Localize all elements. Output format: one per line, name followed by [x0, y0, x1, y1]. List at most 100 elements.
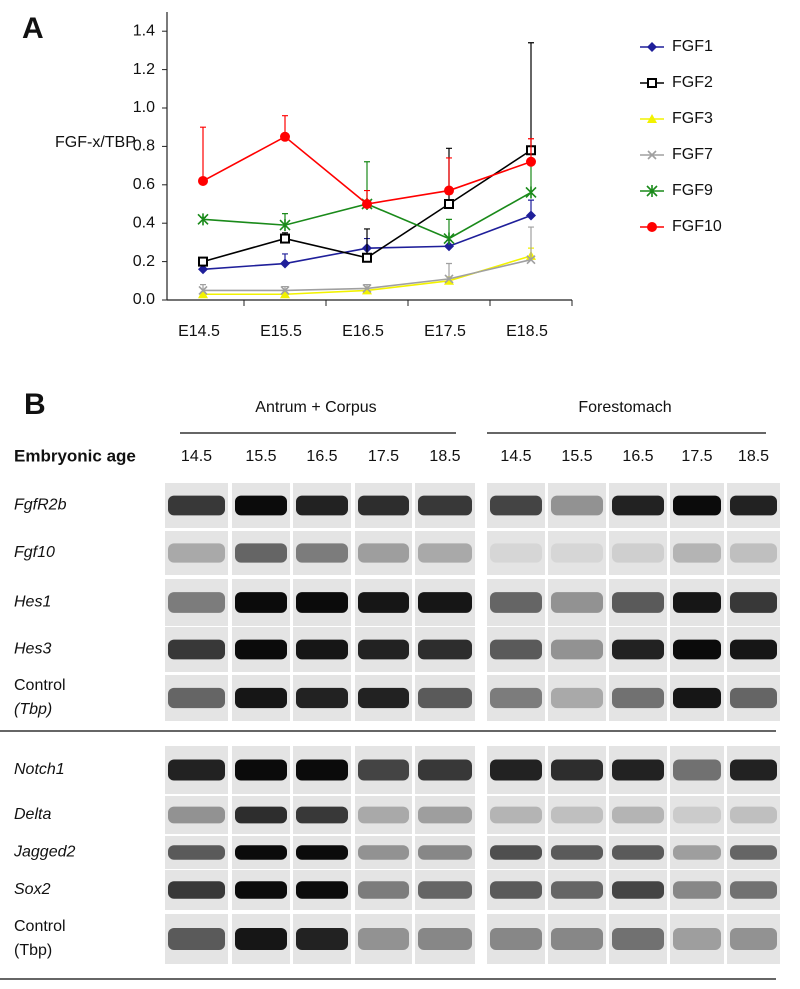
gel-band: [673, 592, 721, 613]
marker: [647, 150, 657, 160]
gel-band: [296, 759, 348, 781]
marker: [197, 213, 209, 226]
gel-band: [673, 687, 721, 709]
gel-band: [673, 928, 721, 950]
gel-band: [730, 759, 777, 781]
row-sublabel: (Tbp): [14, 942, 52, 959]
group-title: Forestomach: [578, 399, 671, 416]
gel-band: [235, 592, 287, 613]
row-sublabel: (Tbp): [14, 701, 52, 718]
gel-band: [358, 687, 409, 709]
gel-band: [168, 806, 225, 824]
x-tick-label: E15.5: [260, 323, 302, 340]
lane-label: 14.5: [181, 448, 212, 465]
marker: [647, 114, 657, 123]
gel-band: [551, 687, 603, 709]
gel-band: [418, 639, 472, 660]
gel-band: [673, 543, 721, 563]
gel-band: [418, 495, 472, 516]
gel-band: [612, 845, 664, 860]
gel-band: [730, 592, 777, 613]
gel-band: [358, 845, 409, 860]
x-tick-label: E14.5: [178, 323, 220, 340]
age-label: Embryonic age: [14, 446, 136, 465]
gel-band: [358, 495, 409, 516]
marker: [362, 199, 372, 209]
gel-band: [673, 495, 721, 516]
marker: [198, 285, 208, 295]
error-bar: [528, 42, 534, 151]
gel-band: [296, 806, 348, 824]
panel-label: A: [22, 12, 44, 45]
x-tick-label: E16.5: [342, 323, 384, 340]
gel-band: [168, 639, 225, 660]
gel-band: [168, 928, 225, 950]
marker: [198, 289, 208, 299]
gel-band: [235, 928, 287, 950]
gel-band: [490, 759, 542, 781]
gel-band: [235, 495, 287, 516]
gel-band: [358, 881, 409, 899]
gel-band: [673, 881, 721, 899]
row-label: Sox2: [14, 881, 51, 898]
gel-band: [296, 495, 348, 516]
y-tick-label: 0.2: [133, 253, 155, 270]
gel-band: [490, 592, 542, 613]
group-title: Antrum + Corpus: [255, 399, 376, 416]
gel-band: [673, 806, 721, 824]
row-label: Control: [14, 677, 66, 694]
error-bar: [528, 226, 534, 260]
marker: [279, 219, 291, 232]
gel-band: [673, 845, 721, 860]
marker: [362, 285, 372, 295]
gel-band: [612, 759, 664, 781]
gel-band: [168, 543, 225, 563]
gel-band: [612, 543, 664, 563]
gel-band: [490, 806, 542, 824]
gel-band: [673, 759, 721, 781]
marker: [444, 241, 454, 252]
y-tick-label: 1.4: [133, 22, 155, 39]
gel-band: [358, 639, 409, 660]
legend-label: FGF9: [672, 182, 713, 199]
error-bar: [200, 126, 206, 181]
marker: [280, 285, 290, 295]
gel-band: [418, 759, 472, 781]
gel-band: [296, 592, 348, 613]
gel-band: [296, 543, 348, 563]
row-label: Delta: [14, 806, 51, 823]
gel-band: [296, 639, 348, 660]
marker: [280, 289, 290, 299]
gel-band: [551, 592, 603, 613]
gel-band: [296, 881, 348, 899]
gel-band: [296, 928, 348, 950]
marker: [647, 222, 657, 232]
gel-band: [418, 687, 472, 709]
marker: [280, 258, 290, 269]
gel-band: [551, 639, 603, 660]
gel-band: [358, 759, 409, 781]
gel-band: [358, 806, 409, 824]
row-label: Hes3: [14, 641, 51, 658]
lane-label: 18.5: [738, 448, 769, 465]
gel-band: [730, 495, 777, 516]
marker: [646, 185, 658, 197]
legend-label: FGF7: [672, 146, 713, 163]
marker: [444, 199, 454, 209]
marker: [526, 210, 536, 221]
lane-label: 16.5: [306, 448, 337, 465]
gel-band: [418, 881, 472, 899]
panel-label: B: [24, 388, 46, 421]
gel-band: [612, 806, 664, 824]
lane-label: 17.5: [681, 448, 712, 465]
gel-band: [551, 928, 603, 950]
gel-band: [612, 592, 664, 613]
legend-label: FGF1: [672, 38, 713, 55]
gel-band: [551, 806, 603, 824]
gel-band: [730, 881, 777, 899]
marker: [198, 175, 208, 186]
marker: [198, 264, 208, 275]
gel-band: [730, 687, 777, 709]
marker: [647, 78, 657, 88]
